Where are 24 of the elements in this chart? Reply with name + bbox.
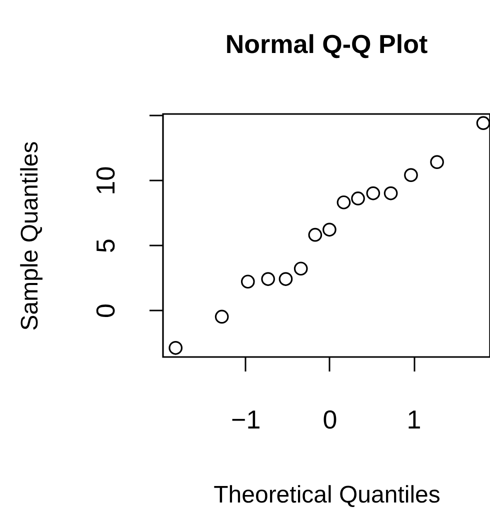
point — [168, 340, 183, 355]
y-axis-title: Sample Quantiles — [16, 141, 44, 331]
point — [384, 186, 398, 200]
y-tick-label: 0 — [90, 303, 120, 318]
x-tick-label: −1 — [231, 404, 261, 434]
chart-title: Normal Q-Q Plot — [225, 28, 428, 59]
x-tick-label: 0 — [322, 404, 338, 434]
point — [430, 155, 444, 169]
point — [214, 310, 229, 324]
y-tick-label: 5 — [90, 238, 120, 253]
point — [476, 116, 490, 130]
point — [308, 228, 322, 242]
y-tick-label: 10 — [90, 166, 120, 196]
point — [261, 272, 275, 286]
point — [351, 192, 365, 206]
point — [336, 195, 351, 210]
point — [404, 168, 418, 182]
point — [294, 262, 308, 276]
point — [278, 272, 293, 286]
point — [240, 274, 255, 289]
x-axis-title: Theoretical Quantiles — [214, 482, 440, 508]
point — [322, 222, 336, 237]
x-tick-label: 1 — [406, 404, 422, 434]
point — [366, 186, 380, 200]
